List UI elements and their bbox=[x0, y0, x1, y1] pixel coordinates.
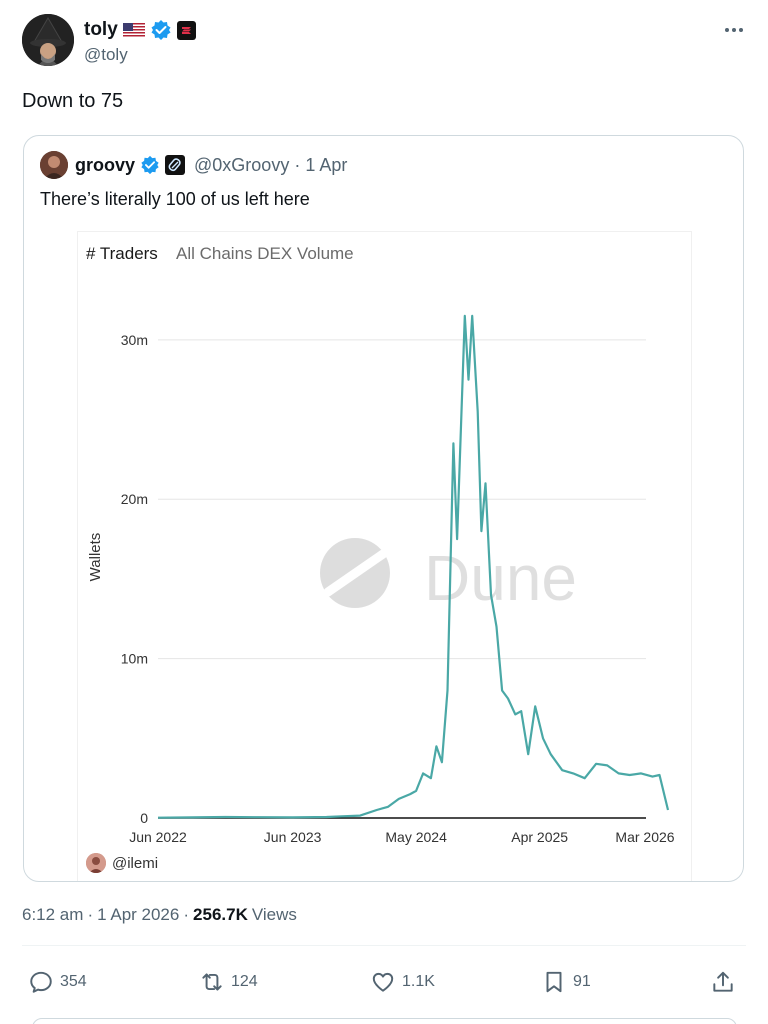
y-tick-label: 30m bbox=[121, 332, 148, 348]
author-handle[interactable]: @toly bbox=[84, 45, 128, 64]
quoted-author-display-name: groovy bbox=[75, 154, 136, 175]
x-tick-label: Mar 2026 bbox=[615, 829, 674, 845]
chart-subtitle: All Chains DEX Volume bbox=[176, 244, 354, 263]
credit-avatar bbox=[86, 853, 106, 873]
post-date[interactable]: 1 Apr 2026 bbox=[97, 905, 180, 924]
quoted-affiliate-badge-icon bbox=[165, 155, 186, 175]
chart-image[interactable]: Dune 0 10m 20m 30m Jun 2022 Jun 2023 May 2024… bbox=[78, 232, 691, 881]
divider bbox=[22, 945, 746, 946]
quoted-verified-badge-icon bbox=[141, 155, 159, 175]
y-tick-label: 20m bbox=[121, 491, 148, 507]
quoted-tweet-header: groovy @0xGroovy · 1 Apr bbox=[40, 151, 348, 179]
y-tick-label: 0 bbox=[140, 810, 148, 826]
quoted-tweet-text: There’s literally 100 of us left here bbox=[40, 189, 310, 209]
post-time[interactable]: 6:12 am bbox=[22, 905, 84, 924]
views-label: Views bbox=[251, 905, 297, 924]
quoted-author-avatar bbox=[40, 151, 68, 179]
traders-series-line bbox=[157, 314, 670, 819]
post-meta: 6:12 am · 1 Apr 2026 · 256.7K Views bbox=[22, 905, 297, 925]
chart-title: # Traders bbox=[86, 244, 158, 263]
dune-watermark bbox=[320, 538, 390, 608]
share-icon bbox=[713, 971, 733, 992]
x-tick-label: Jun 2022 bbox=[129, 829, 187, 845]
quoted-tweet[interactable]: groovy @0xGroovy · 1 Apr There’s literal… bbox=[23, 135, 744, 882]
reply-icon bbox=[30, 971, 52, 993]
traders-line-chart: Dune 0 10m 20m 30m Jun 2022 Jun 2023 May 2024… bbox=[87, 314, 675, 845]
meta-separator: · bbox=[87, 905, 94, 924]
heart-icon bbox=[372, 972, 394, 992]
quoted-date: 1 Apr bbox=[305, 154, 348, 175]
quoted-author-handle: @0xGroovy bbox=[194, 154, 290, 175]
meta-separator: · bbox=[183, 905, 190, 924]
bookmark-icon bbox=[546, 971, 562, 993]
repost-icon bbox=[202, 973, 222, 991]
credit-handle: @ilemi bbox=[112, 854, 159, 872]
x-tick-label: Apr 2025 bbox=[511, 829, 568, 845]
quoted-separator: · bbox=[294, 154, 301, 175]
bookmark-button[interactable]: 91 bbox=[541, 968, 591, 996]
repost-count: 124 bbox=[231, 973, 258, 990]
y-axis-label: Wallets bbox=[87, 533, 104, 582]
bookmark-count: 91 bbox=[573, 973, 591, 990]
more-options-icon[interactable] bbox=[722, 20, 746, 40]
author-name-row: toly bbox=[84, 18, 196, 42]
author-display-name[interactable]: toly bbox=[84, 19, 118, 40]
x-tick-label: May 2024 bbox=[385, 829, 447, 845]
x-tick-label: Jun 2023 bbox=[264, 829, 322, 845]
chart-credit: @ilemi bbox=[86, 852, 158, 874]
action-bar: 354 124 1.1K 91 bbox=[0, 960, 768, 1004]
like-count: 1.1K bbox=[402, 973, 435, 990]
like-button[interactable]: 1.1K bbox=[370, 968, 435, 996]
author-avatar[interactable] bbox=[22, 14, 74, 66]
repost-button[interactable]: 124 bbox=[199, 968, 258, 996]
share-button[interactable] bbox=[710, 968, 736, 996]
verified-badge-icon bbox=[151, 20, 171, 40]
views-count: 256.7K bbox=[193, 905, 248, 924]
us-flag-icon bbox=[122, 22, 145, 38]
reply-composer[interactable] bbox=[32, 1018, 737, 1024]
reply-count: 354 bbox=[60, 973, 87, 990]
reply-button[interactable]: 354 bbox=[28, 968, 87, 996]
post-text: Down to 75 bbox=[22, 90, 124, 112]
dune-watermark-text: Dune bbox=[424, 542, 577, 614]
affiliate-badge-icon bbox=[176, 20, 196, 40]
y-tick-label: 10m bbox=[121, 651, 148, 667]
